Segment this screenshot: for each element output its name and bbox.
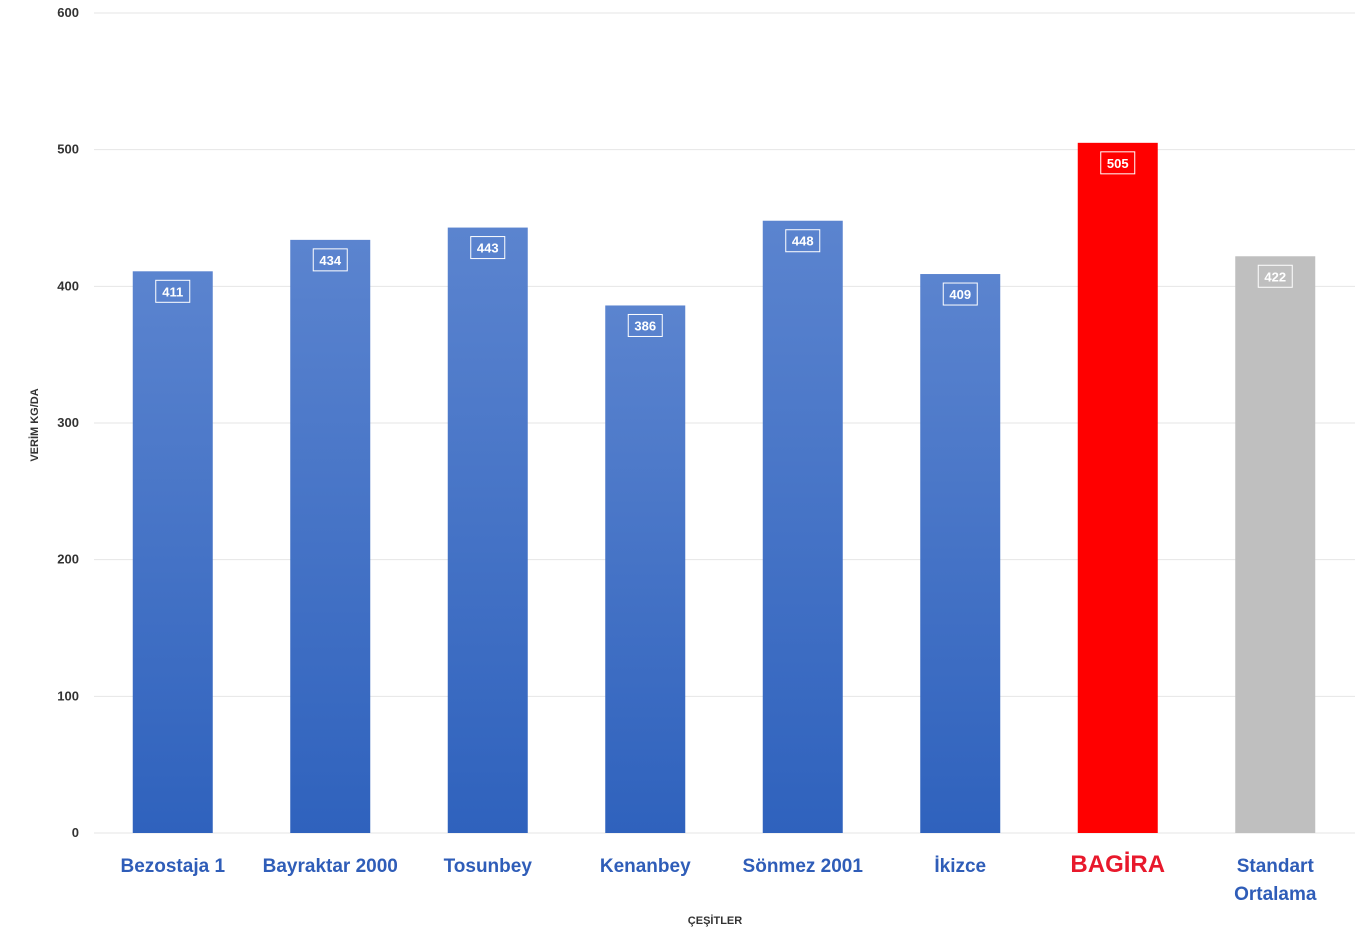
bar [762,220,843,833]
y-axis-title: VERİM KG/DA [28,388,41,461]
y-axis-ticks: 0 100 200 300 400 500 600 [57,5,79,840]
category-label: Tosunbey [444,856,533,877]
bar [447,227,528,834]
y-tick-label: 400 [57,278,79,293]
data-label: 411 [162,284,183,299]
y-tick-label: 300 [57,415,79,430]
data-label: 422 [1264,269,1286,284]
data-label-box [1100,151,1136,175]
bar [132,271,213,833]
data-label: 409 [949,287,971,302]
bar [1235,256,1316,833]
bar [1077,142,1158,834]
bars: 411 434 443 386 448 409 505 422 [132,142,1316,834]
data-label: 505 [1107,156,1129,171]
data-label-box [627,313,663,337]
category-label: BAGİRA [1070,851,1165,878]
y-tick-label: 600 [57,5,79,20]
bar [605,305,686,833]
data-label-box [942,282,978,306]
bar [290,239,371,833]
x-axis-title: ÇEŞİTLER [688,914,742,927]
data-label: 443 [477,241,499,256]
y-tick-label: 100 [57,688,79,703]
data-label-box [1257,264,1293,288]
y-tick-label: 0 [72,825,79,840]
y-tick-label: 500 [57,142,79,157]
data-label-box [470,236,506,260]
data-label: 448 [792,234,814,249]
gridlines [94,12,1355,834]
data-label-box [155,279,191,303]
data-label-box [785,229,821,253]
y-tick-label: 200 [57,552,79,567]
data-label: 434 [319,253,341,268]
category-label: Standart Ortalama [1234,856,1317,905]
bar [920,274,1001,833]
category-label: Kenanbey [600,856,691,877]
category-labels: Bezostaja 1 Bayraktar 2000 Tosunbey Kenanbe… [120,851,1316,905]
category-label: İkizce [934,856,986,877]
category-label: Bezostaja 1 [120,856,225,877]
data-label-box [312,248,348,272]
category-label: Sönmez 2001 [743,856,864,877]
category-label: Bayraktar 2000 [263,856,398,877]
data-label: 386 [634,318,656,333]
